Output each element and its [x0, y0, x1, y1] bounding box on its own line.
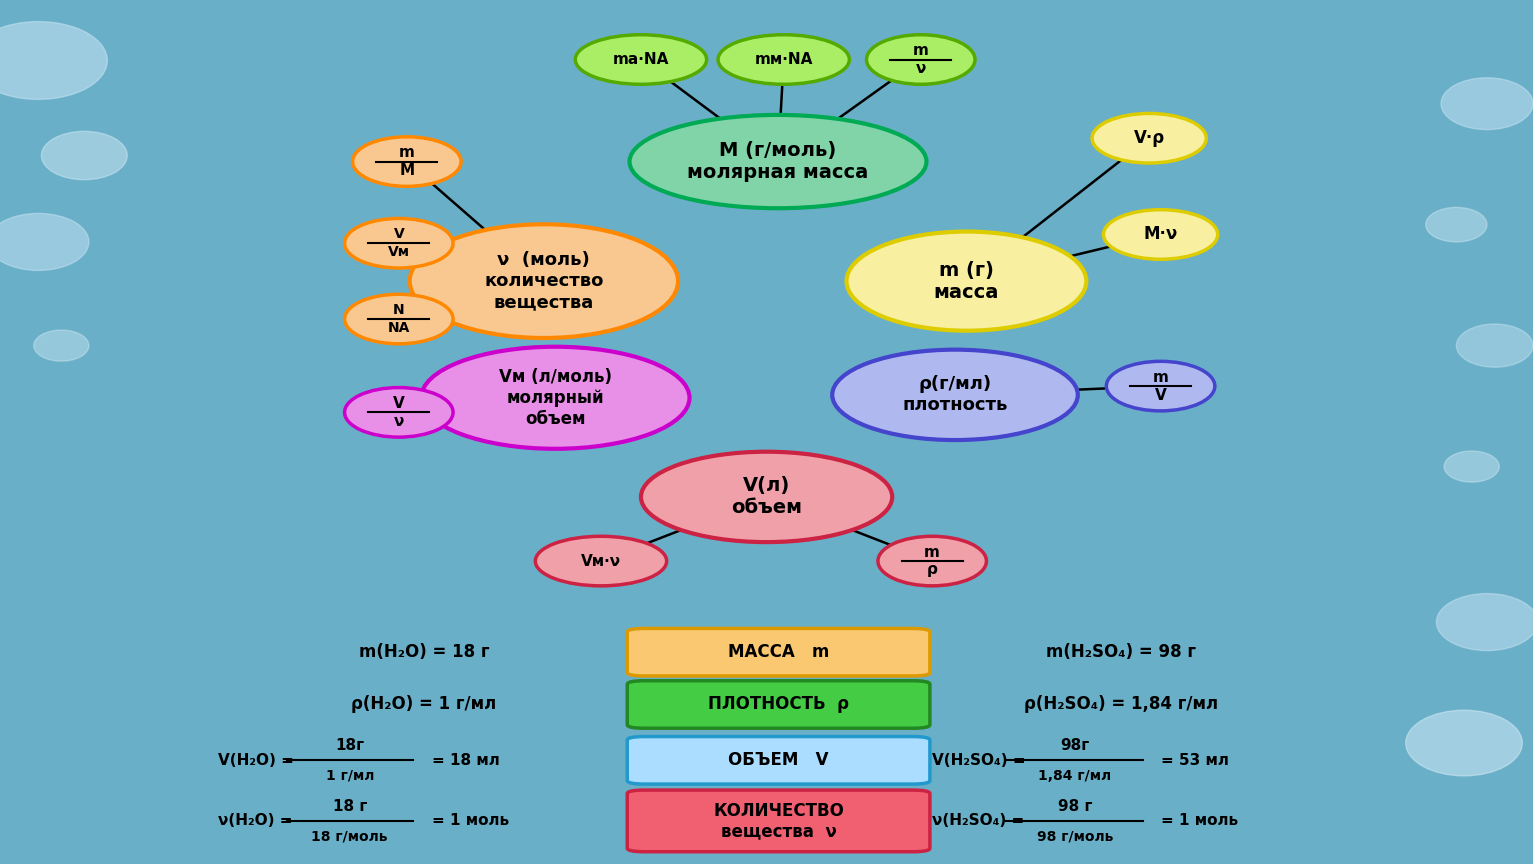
Text: m: m	[912, 43, 929, 58]
Text: 98г: 98г	[1061, 738, 1090, 753]
Text: ПЛОТНОСТЬ  ρ: ПЛОТНОСТЬ ρ	[708, 696, 849, 714]
Ellipse shape	[345, 388, 454, 437]
Text: Vм (л/моль)
молярный
объем: Vм (л/моль) молярный объем	[498, 368, 612, 428]
Text: = 53 мл: = 53 мл	[1160, 753, 1228, 768]
Text: m(H₂O) = 18 г: m(H₂O) = 18 г	[359, 643, 489, 661]
FancyBboxPatch shape	[627, 790, 931, 852]
Text: 98 г: 98 г	[1058, 798, 1091, 814]
Text: V(л)
объем: V(л) объем	[731, 476, 802, 518]
Text: Vм·ν: Vм·ν	[581, 554, 621, 569]
Text: Vм: Vм	[388, 245, 409, 259]
Text: NА: NА	[388, 321, 409, 335]
Ellipse shape	[575, 35, 707, 85]
Text: ρ(г/мл)
плотность: ρ(г/мл) плотность	[903, 376, 1007, 414]
Text: ρ(H₂SO₄) = 1,84 г/мл: ρ(H₂SO₄) = 1,84 г/мл	[1024, 696, 1217, 714]
Text: М (г/моль)
молярная масса: М (г/моль) молярная масса	[687, 141, 869, 182]
Text: m: m	[1153, 370, 1168, 384]
Text: m(H₂SO₄) = 98 г: m(H₂SO₄) = 98 г	[1046, 643, 1196, 661]
Text: mа·NА: mа·NА	[613, 52, 668, 67]
Text: V: V	[392, 396, 405, 411]
Text: 18г: 18г	[336, 738, 365, 753]
Ellipse shape	[878, 537, 986, 586]
Text: N: N	[392, 303, 405, 317]
Text: M: M	[399, 163, 414, 178]
Ellipse shape	[409, 225, 678, 338]
Text: МАССА   m: МАССА m	[728, 643, 829, 661]
Ellipse shape	[866, 35, 975, 85]
Ellipse shape	[1107, 361, 1214, 411]
Ellipse shape	[422, 346, 690, 448]
Text: V·ρ: V·ρ	[1133, 130, 1165, 147]
Text: 98 г/моль: 98 г/моль	[1036, 829, 1113, 843]
Ellipse shape	[345, 219, 454, 268]
Text: mм·NА: mм·NА	[754, 52, 812, 67]
Text: ν: ν	[394, 414, 405, 429]
Ellipse shape	[1104, 210, 1217, 259]
Text: m: m	[399, 145, 415, 160]
Ellipse shape	[345, 295, 454, 344]
Text: 18 г: 18 г	[333, 798, 366, 814]
FancyBboxPatch shape	[627, 681, 931, 728]
Text: V(H₂SO₄) =: V(H₂SO₄) =	[932, 753, 1026, 768]
Text: V: V	[1154, 388, 1167, 403]
Text: 18 г/моль: 18 г/моль	[311, 829, 388, 843]
Text: ОБЪЕМ   V: ОБЪЕМ V	[728, 752, 829, 769]
Text: = 1 моль: = 1 моль	[432, 813, 509, 829]
Text: 1 г/мл: 1 г/мл	[325, 769, 374, 783]
Text: V: V	[394, 227, 405, 241]
Text: ν: ν	[915, 61, 926, 76]
Ellipse shape	[1091, 113, 1206, 163]
Text: = 18 мл: = 18 мл	[432, 753, 500, 768]
FancyBboxPatch shape	[627, 628, 931, 676]
Ellipse shape	[630, 115, 926, 208]
Ellipse shape	[846, 232, 1087, 331]
Ellipse shape	[641, 452, 892, 542]
Ellipse shape	[353, 137, 461, 187]
Text: 1,84 г/мл: 1,84 г/мл	[1038, 769, 1111, 783]
FancyBboxPatch shape	[627, 736, 931, 785]
Text: КОЛИЧЕСТВО
вещества  ν: КОЛИЧЕСТВО вещества ν	[713, 802, 845, 841]
Text: M·ν: M·ν	[1144, 226, 1177, 244]
Text: V(H₂O) =: V(H₂O) =	[218, 753, 294, 768]
Text: ρ(H₂O) = 1 г/мл: ρ(H₂O) = 1 г/мл	[351, 696, 497, 714]
Ellipse shape	[832, 350, 1078, 440]
Ellipse shape	[717, 35, 849, 85]
Text: m (г)
масса: m (г) масса	[934, 261, 1000, 302]
Ellipse shape	[535, 537, 667, 586]
Text: ν(H₂O) =: ν(H₂O) =	[218, 813, 293, 829]
Text: m: m	[924, 544, 940, 560]
Text: ν(H₂SO₄) =: ν(H₂SO₄) =	[932, 813, 1024, 829]
Text: ρ: ρ	[927, 562, 938, 577]
Text: ν  (моль)
количество
вещества: ν (моль) количество вещества	[484, 251, 604, 311]
Text: = 1 моль: = 1 моль	[1160, 813, 1237, 829]
